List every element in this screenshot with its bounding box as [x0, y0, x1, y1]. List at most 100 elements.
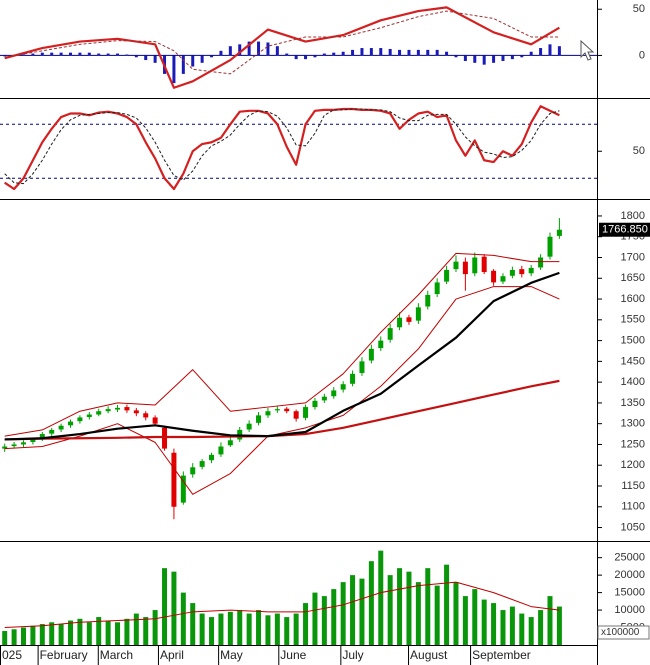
volume-bar [77, 618, 83, 645]
histogram-bar [332, 52, 336, 56]
candle-body [256, 415, 262, 423]
candle-body [180, 475, 186, 503]
unit-box [597, 625, 650, 640]
x-tick-label: April [160, 648, 184, 662]
histogram-bar [285, 53, 289, 56]
volume-bar [49, 622, 55, 645]
candle-body [331, 390, 337, 397]
candle-body [274, 409, 280, 411]
candle-body [21, 442, 27, 445]
volume-bar [406, 571, 412, 645]
x-tick-label: July [342, 648, 363, 662]
histogram-bar [191, 55, 195, 67]
histogram-bar [125, 54, 129, 56]
volume-bar [265, 615, 271, 645]
candle-body [133, 410, 139, 414]
x-tick-label: September [472, 648, 531, 662]
volume-bar [547, 596, 553, 645]
candle-body [425, 294, 431, 307]
histogram-bar [473, 55, 477, 63]
x-tick-label: February [40, 648, 88, 662]
candle-body [340, 384, 346, 390]
histogram-bar [116, 53, 120, 56]
candle-body [39, 434, 45, 440]
y-tick-label: 0 [639, 49, 645, 61]
volume-bar [190, 603, 196, 645]
candle-body [434, 282, 440, 295]
y-tick-label: 1550 [621, 314, 645, 326]
candle-body [143, 413, 149, 418]
volume-bar [472, 589, 478, 645]
candle-body [265, 411, 271, 416]
volume-bar [246, 613, 252, 645]
candle-body [556, 229, 562, 236]
volume-bar [68, 620, 74, 645]
histogram-bar [31, 53, 35, 56]
y-tick-label: 1650 [621, 272, 645, 284]
volume-bar [105, 620, 111, 645]
volume-bar [340, 582, 346, 645]
volume-bar [171, 571, 177, 645]
candle-body [11, 444, 17, 447]
y-tick-label: 1150 [621, 480, 645, 492]
histogram-bar [3, 55, 7, 57]
histogram-bar [454, 55, 458, 58]
mouse-cursor [580, 39, 595, 61]
histogram-bar [548, 44, 552, 56]
volume-bar [350, 575, 356, 645]
histogram-bar [539, 48, 543, 56]
y-tick-label: 1100 [621, 501, 645, 513]
volume-bar [2, 631, 8, 645]
unit-label: x100000 [601, 627, 640, 638]
candle-body [453, 261, 459, 270]
histogram-bar [304, 55, 308, 60]
candle-body [387, 328, 393, 340]
candle-body [538, 257, 544, 268]
histogram-bar [492, 55, 496, 63]
histogram-bar [322, 53, 326, 56]
candle-body [359, 361, 365, 373]
volume-bar [133, 613, 139, 645]
candle-body [378, 340, 384, 349]
candle-body [190, 467, 196, 475]
volume-bar [519, 613, 525, 645]
candle-body [86, 414, 92, 418]
histogram-bar [266, 42, 270, 56]
candle-body [472, 257, 478, 274]
histogram-bar [97, 53, 101, 56]
histogram-bar [200, 55, 204, 63]
histogram-bar [426, 49, 430, 56]
histogram-bar [407, 49, 411, 56]
plot-area: 0 50 50 1050 1100 1150 1200 1250 1300 1350 1400 145… [0, 3, 650, 665]
series-line [4, 105, 560, 191]
histogram-bar [172, 55, 176, 84]
y-tick-label: 15000 [614, 587, 645, 599]
candle-body [105, 409, 111, 412]
candle-body [293, 411, 299, 419]
candle-body [246, 423, 252, 430]
x-tick-label: June [280, 648, 306, 662]
candle-body [368, 348, 374, 361]
y-tick-label: 1400 [621, 376, 645, 388]
histogram-bar [22, 54, 26, 56]
histogram-bar [388, 48, 392, 56]
histogram-bar [106, 53, 110, 56]
histogram-bar [557, 46, 561, 56]
candle-body [462, 261, 468, 275]
histogram-bar [257, 41, 261, 56]
y-tick-label: 1350 [621, 397, 645, 409]
y-tick-label: 25000 [614, 552, 645, 564]
x-tick-label: March [100, 648, 133, 662]
candle-body [227, 440, 233, 446]
volume-bar [21, 627, 27, 645]
volume-bar [162, 568, 168, 645]
candle-body [124, 407, 130, 411]
histogram-bar [313, 55, 317, 58]
volume-bar [86, 622, 92, 645]
volume-bar [199, 613, 205, 645]
volume-bar [303, 603, 309, 645]
volume-bar [500, 610, 506, 645]
volume-bar [218, 613, 224, 645]
